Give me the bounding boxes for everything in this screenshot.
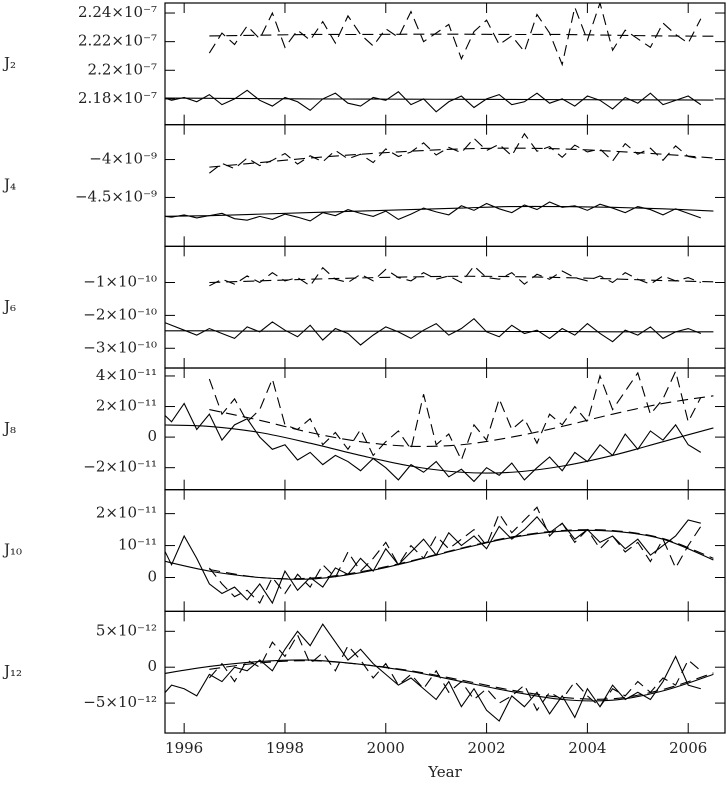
panel-frame	[164, 245, 726, 369]
x-axis-label: Year	[427, 763, 462, 781]
data-line	[208, 506, 702, 604]
y-tick-label: 10⁻¹¹	[118, 536, 157, 554]
y-tick-label: 2.24×10⁻⁷	[78, 3, 157, 21]
data-line	[165, 89, 702, 113]
y-tick-label: 2.2×10⁻⁷	[88, 60, 157, 78]
y-axis-label: J₂	[2, 54, 16, 72]
data-line	[208, 369, 702, 462]
x-tick-label: 1996	[165, 739, 203, 757]
fit-line	[209, 660, 714, 700]
y-tick-label: −3×10⁻¹⁰	[83, 338, 157, 356]
x-tick-label: 2006	[669, 739, 707, 757]
data-line	[165, 317, 702, 346]
y-tick-label: 2×10⁻¹¹	[96, 504, 157, 522]
y-axis-label: J₄	[2, 176, 16, 194]
fit-line	[165, 97, 714, 101]
y-tick-label: −2×10⁻¹¹	[83, 458, 157, 476]
y-tick-label: 0	[147, 657, 157, 675]
y-axis-label: J₁₀	[2, 541, 22, 559]
fit-line	[165, 330, 714, 333]
fit-line	[165, 424, 714, 474]
x-tick-label: 2004	[568, 739, 606, 757]
y-tick-label: 2.22×10⁻⁷	[78, 32, 157, 50]
y-tick-label: 2×10⁻¹¹	[96, 397, 157, 415]
panel-frame	[164, 124, 726, 247]
x-tick-label: 1998	[266, 739, 304, 757]
y-tick-label: 5×10⁻¹²	[96, 621, 157, 639]
data-line	[165, 201, 701, 222]
data-line	[208, 633, 702, 712]
fit-line	[165, 205, 714, 217]
fit-line	[209, 147, 714, 168]
y-tick-label: 0	[147, 427, 157, 445]
data-line	[165, 402, 702, 483]
data-line	[165, 623, 701, 722]
y-axis-label: J₈	[2, 419, 16, 437]
y-tick-label: −1×10⁻¹⁰	[83, 273, 157, 291]
fit-line	[209, 529, 714, 580]
x-tick-label: 2000	[367, 739, 405, 757]
y-tick-label: −4×10⁻⁹	[89, 150, 157, 168]
x-tick-label: 2002	[467, 739, 505, 757]
panel-frame	[164, 489, 726, 612]
y-tick-label: 0	[147, 567, 157, 585]
data-line	[209, 132, 701, 174]
data-line	[208, 3, 702, 67]
panel-frame	[164, 2, 726, 126]
fit-line	[209, 395, 714, 448]
data-line	[209, 265, 702, 287]
fit-line	[209, 33, 714, 37]
data-line	[165, 515, 701, 605]
y-tick-label: −5×10⁻¹²	[83, 693, 157, 711]
fit-line	[165, 659, 714, 702]
y-tick-label: −2×10⁻¹⁰	[83, 305, 157, 323]
y-tick-label: −4.5×10⁻⁹	[75, 187, 157, 205]
y-tick-label: 2.18×10⁻⁷	[78, 89, 157, 107]
y-axis-label: J₆	[2, 297, 16, 315]
fit-line	[165, 529, 714, 580]
fit-line	[209, 275, 714, 284]
y-tick-label: 4×10⁻¹¹	[96, 366, 157, 384]
panel-frame	[164, 610, 726, 734]
y-axis-label: J₁₂	[2, 662, 22, 680]
